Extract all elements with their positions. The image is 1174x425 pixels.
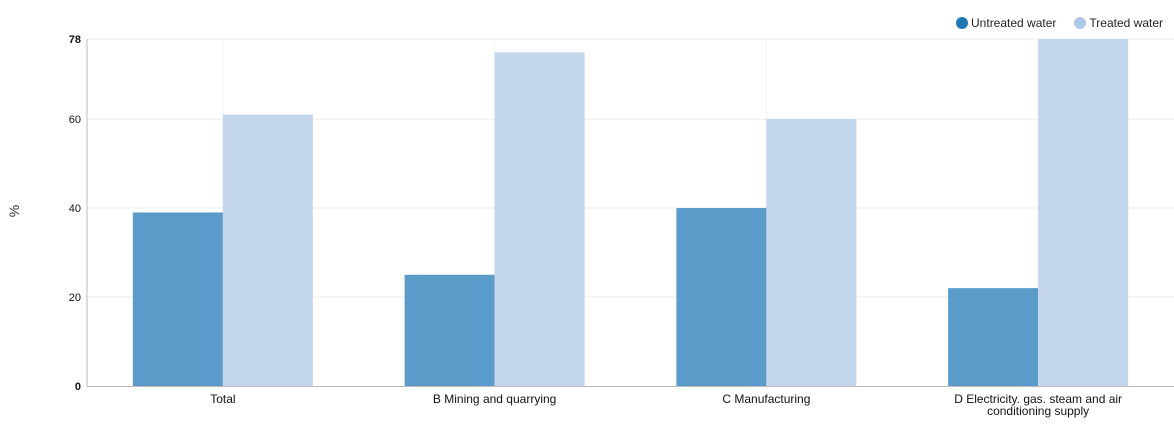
y-tick-label: 78 bbox=[69, 34, 81, 46]
bar-untreated bbox=[132, 212, 223, 386]
bar-untreated bbox=[404, 274, 495, 386]
legend: Untreated water Treated water bbox=[956, 16, 1163, 30]
legend-item-treated[interactable]: Treated water bbox=[1074, 16, 1163, 30]
legend-swatch-treated bbox=[1074, 17, 1087, 29]
x-tick-label: conditioning supply bbox=[987, 404, 1089, 418]
y-tick-label: 40 bbox=[69, 203, 81, 215]
x-tick-label: Total bbox=[210, 392, 235, 406]
y-tick-label: 20 bbox=[69, 292, 81, 304]
bar-untreated bbox=[676, 208, 767, 386]
y-tick-label: 0 bbox=[75, 381, 81, 393]
bar-treated bbox=[1038, 39, 1129, 386]
x-tick-label: B Mining and quarrying bbox=[433, 392, 556, 406]
x-tick-label: D Electricity. gas. steam and air bbox=[954, 392, 1122, 406]
x-tick-label: C Manufacturing bbox=[722, 392, 810, 406]
legend-label-untreated: Untreated water bbox=[971, 16, 1057, 30]
legend-swatch-untreated bbox=[956, 17, 969, 29]
bar-treated bbox=[494, 52, 585, 386]
legend-label-treated: Treated water bbox=[1089, 16, 1163, 30]
bar-treated bbox=[766, 119, 857, 387]
bar-untreated bbox=[948, 288, 1039, 386]
y-axis-label: % bbox=[6, 204, 23, 218]
y-tick-label: 60 bbox=[69, 114, 81, 126]
legend-item-untreated[interactable]: Untreated water bbox=[956, 16, 1056, 30]
bar-treated bbox=[222, 114, 313, 386]
